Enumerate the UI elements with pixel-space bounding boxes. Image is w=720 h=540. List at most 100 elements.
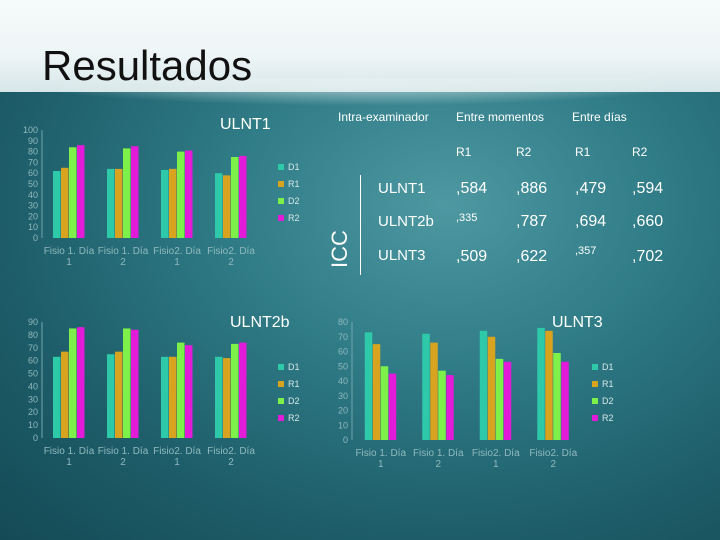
chart-svg: 0 10 20 30 40 50 60 70 80 Fisio 1. Día 1 Fisio 1. D…	[338, 317, 614, 470]
bar-r2	[446, 375, 454, 440]
subheader-r1-dias: R1	[575, 145, 591, 159]
bar-r1	[169, 356, 177, 438]
row-label-ulnt2b: ULNT2b	[378, 213, 434, 230]
chart-title: ULNT1	[220, 116, 271, 133]
y-tick-label: 10	[28, 420, 38, 430]
x-category-label: Fisio 1. Día 1	[44, 446, 95, 468]
header-entre-momentos: Entre momentos	[456, 110, 545, 124]
bar-d2	[231, 157, 239, 238]
x-category-label: Fisio2. Día 1	[472, 448, 520, 470]
legend-swatch	[278, 398, 284, 404]
legend-swatch	[592, 364, 598, 370]
y-tick-label: 50	[28, 179, 38, 189]
x-category-label: Fisio 1. Día 2	[98, 246, 149, 268]
y-tick-label: 40	[28, 381, 38, 391]
cell-ulnt1-r1-momentos: ,584	[456, 180, 488, 197]
chart-title: ULNT3	[552, 314, 603, 331]
y-tick-label: 20	[28, 211, 38, 221]
icc-label: ICC	[327, 230, 352, 268]
subheader-r2-momentos: R2	[516, 145, 532, 159]
bar-r2	[131, 146, 139, 238]
header-intra-examinador: Intra-examinador	[338, 110, 429, 124]
chart-ulnt3: ULNT3 0 10 20 30 40 50 60 70 80 Fisio 1. Día 1 Fisi…	[330, 310, 660, 475]
bar-d2	[380, 366, 389, 440]
y-tick-label: 60	[28, 168, 38, 178]
icc-divider	[360, 175, 361, 275]
x-category-label: Fisio 1. Día 1	[44, 246, 95, 268]
bar-r1	[115, 168, 123, 238]
y-tick-label: 40	[338, 376, 348, 386]
legend-label: R1	[602, 379, 614, 389]
y-tick-label: 70	[28, 157, 38, 167]
y-tick-label: 0	[33, 233, 38, 243]
bar-d2	[553, 352, 561, 440]
bar-d2	[231, 343, 239, 438]
y-tick-label: 70	[338, 332, 348, 342]
bar-d1	[53, 171, 61, 238]
cell-ulnt2b-r2-dias: ,660	[632, 213, 664, 230]
bar-d1	[53, 356, 61, 438]
cell-ulnt3-r1-dias: ,357	[575, 245, 597, 257]
bar-d1	[161, 169, 169, 238]
y-tick-label: 0	[33, 433, 38, 443]
legend-label: R2	[288, 413, 300, 423]
bar-r2	[503, 361, 512, 440]
legend-swatch	[278, 164, 284, 170]
x-category-label: Fisio2. Día 2	[207, 246, 255, 268]
y-tick-label: 80	[338, 317, 348, 327]
bar-r2	[388, 373, 397, 440]
y-tick-label: 30	[338, 391, 348, 401]
cell-ulnt1-r1-dias: ,479	[575, 180, 607, 197]
legend-label: D1	[602, 362, 614, 372]
cell-ulnt3-r2-dias: ,702	[632, 248, 664, 265]
row-label-ulnt3: ULNT3	[378, 247, 426, 264]
bar-r2	[185, 150, 193, 238]
y-tick-label: 50	[338, 361, 348, 371]
legend-swatch	[592, 415, 598, 421]
y-tick-label: 100	[23, 125, 38, 135]
y-tick-label: 80	[28, 330, 38, 340]
bar-r1	[61, 167, 69, 238]
legend-swatch	[278, 381, 284, 387]
chart-title: ULNT2b	[230, 314, 290, 331]
y-tick-label: 20	[338, 406, 348, 416]
bar-r1	[372, 344, 381, 440]
legend-label: R2	[288, 213, 300, 223]
cell-ulnt2b-r1-momentos: ,335	[456, 212, 478, 224]
bar-r1	[169, 168, 177, 238]
legend-swatch	[278, 198, 284, 204]
bar-r2	[77, 145, 85, 238]
legend-swatch	[592, 381, 598, 387]
y-tick-label: 50	[28, 369, 38, 379]
y-tick-label: 80	[28, 147, 38, 157]
x-category-label: Fisio2. Día 1	[153, 446, 201, 468]
bar-d2	[123, 148, 131, 238]
legend-swatch	[278, 181, 284, 187]
legend-label: D2	[602, 396, 614, 406]
cell-ulnt1-r2-dias: ,594	[632, 180, 664, 197]
y-tick-label: 10	[338, 420, 348, 430]
y-tick-label: 60	[28, 356, 38, 366]
y-tick-label: 20	[28, 407, 38, 417]
bar-r2	[561, 361, 569, 440]
bar-r2	[239, 342, 247, 438]
bar-r1	[223, 358, 231, 438]
title-band	[0, 0, 720, 106]
y-tick-label: 30	[28, 201, 38, 211]
bar-d1	[364, 332, 373, 440]
x-category-label: Fisio 1. Día 2	[413, 448, 464, 470]
y-tick-label: 60	[338, 347, 348, 357]
bar-d2	[69, 328, 77, 438]
y-tick-label: 70	[28, 343, 38, 353]
bar-d1	[215, 356, 223, 438]
row-label-ulnt1: ULNT1	[378, 180, 426, 197]
y-tick-label: 0	[343, 435, 348, 445]
legend-swatch	[278, 215, 284, 221]
bar-r1	[430, 342, 438, 440]
x-category-label: Fisio2. Día 2	[207, 446, 255, 468]
bar-r1	[223, 175, 231, 238]
bar-d2	[177, 342, 185, 438]
bar-d2	[495, 358, 504, 440]
legend-label: D1	[288, 362, 300, 372]
bar-r2	[77, 327, 85, 438]
